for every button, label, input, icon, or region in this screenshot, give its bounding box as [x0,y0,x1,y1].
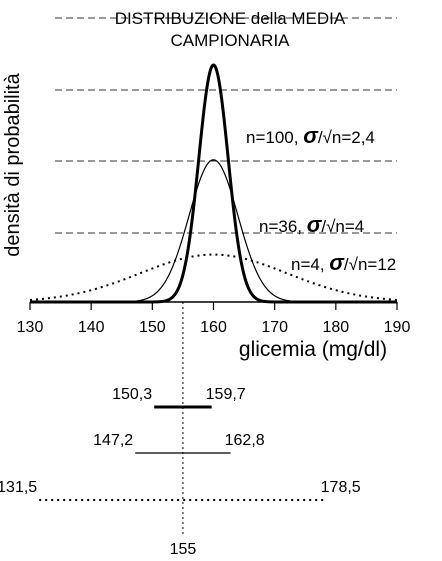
y-axis-label: densità di probabilità [2,72,24,256]
title-line-2: CAMPIONARIA [170,31,290,50]
series-labels: n=100, σ/√n=2,4 n=36, σ/√n=4 n=4, σ/√n=12 [246,123,396,275]
x-tick-label-170: 170 [261,319,288,336]
series-label-n100: n=100, σ/√n=2,4 [246,123,375,148]
x-tick-label-180: 180 [322,319,349,336]
x-tick-label-130: 130 [17,319,44,336]
reference-label-155: 155 [170,541,197,558]
interval-high-label-n36: 162,8 [225,432,265,449]
x-axis-label: glicemia (mg/dl) [239,338,387,361]
confidence-intervals: 150,3 159,7 147,2 162,8 131,5 178,5 [0,386,361,501]
density-curve-n4 [29,253,398,301]
chart-title: DISTRIBUZIONE della MEDIA CAMPIONARIA [115,9,346,50]
series-label-n4: n=4, σ/√n=12 [291,250,396,275]
interval-low-label-n36: 147,2 [93,432,133,449]
x-tick-label-140: 140 [78,319,105,336]
title-line-1: DISTRIBUZIONE della MEDIA [115,9,346,28]
x-tick-label-160: 160 [200,319,227,336]
density-curves [29,63,398,304]
x-tick-label-190: 190 [384,319,411,336]
series-label-n36: n=36, σ/√n=4 [259,212,364,237]
interval-low-label-n100: 150,3 [112,386,152,403]
interval-high-label-n4: 178,5 [321,479,361,496]
interval-high-label-n100: 159,7 [206,386,246,403]
grid-lines [55,17,397,234]
x-tick-label-150: 150 [139,319,166,336]
x-axis-ticks: 130 140 150 160 170 180 190 [17,302,411,336]
density-curve-n36 [30,159,397,303]
interval-low-label-n4: 131,5 [0,479,37,496]
